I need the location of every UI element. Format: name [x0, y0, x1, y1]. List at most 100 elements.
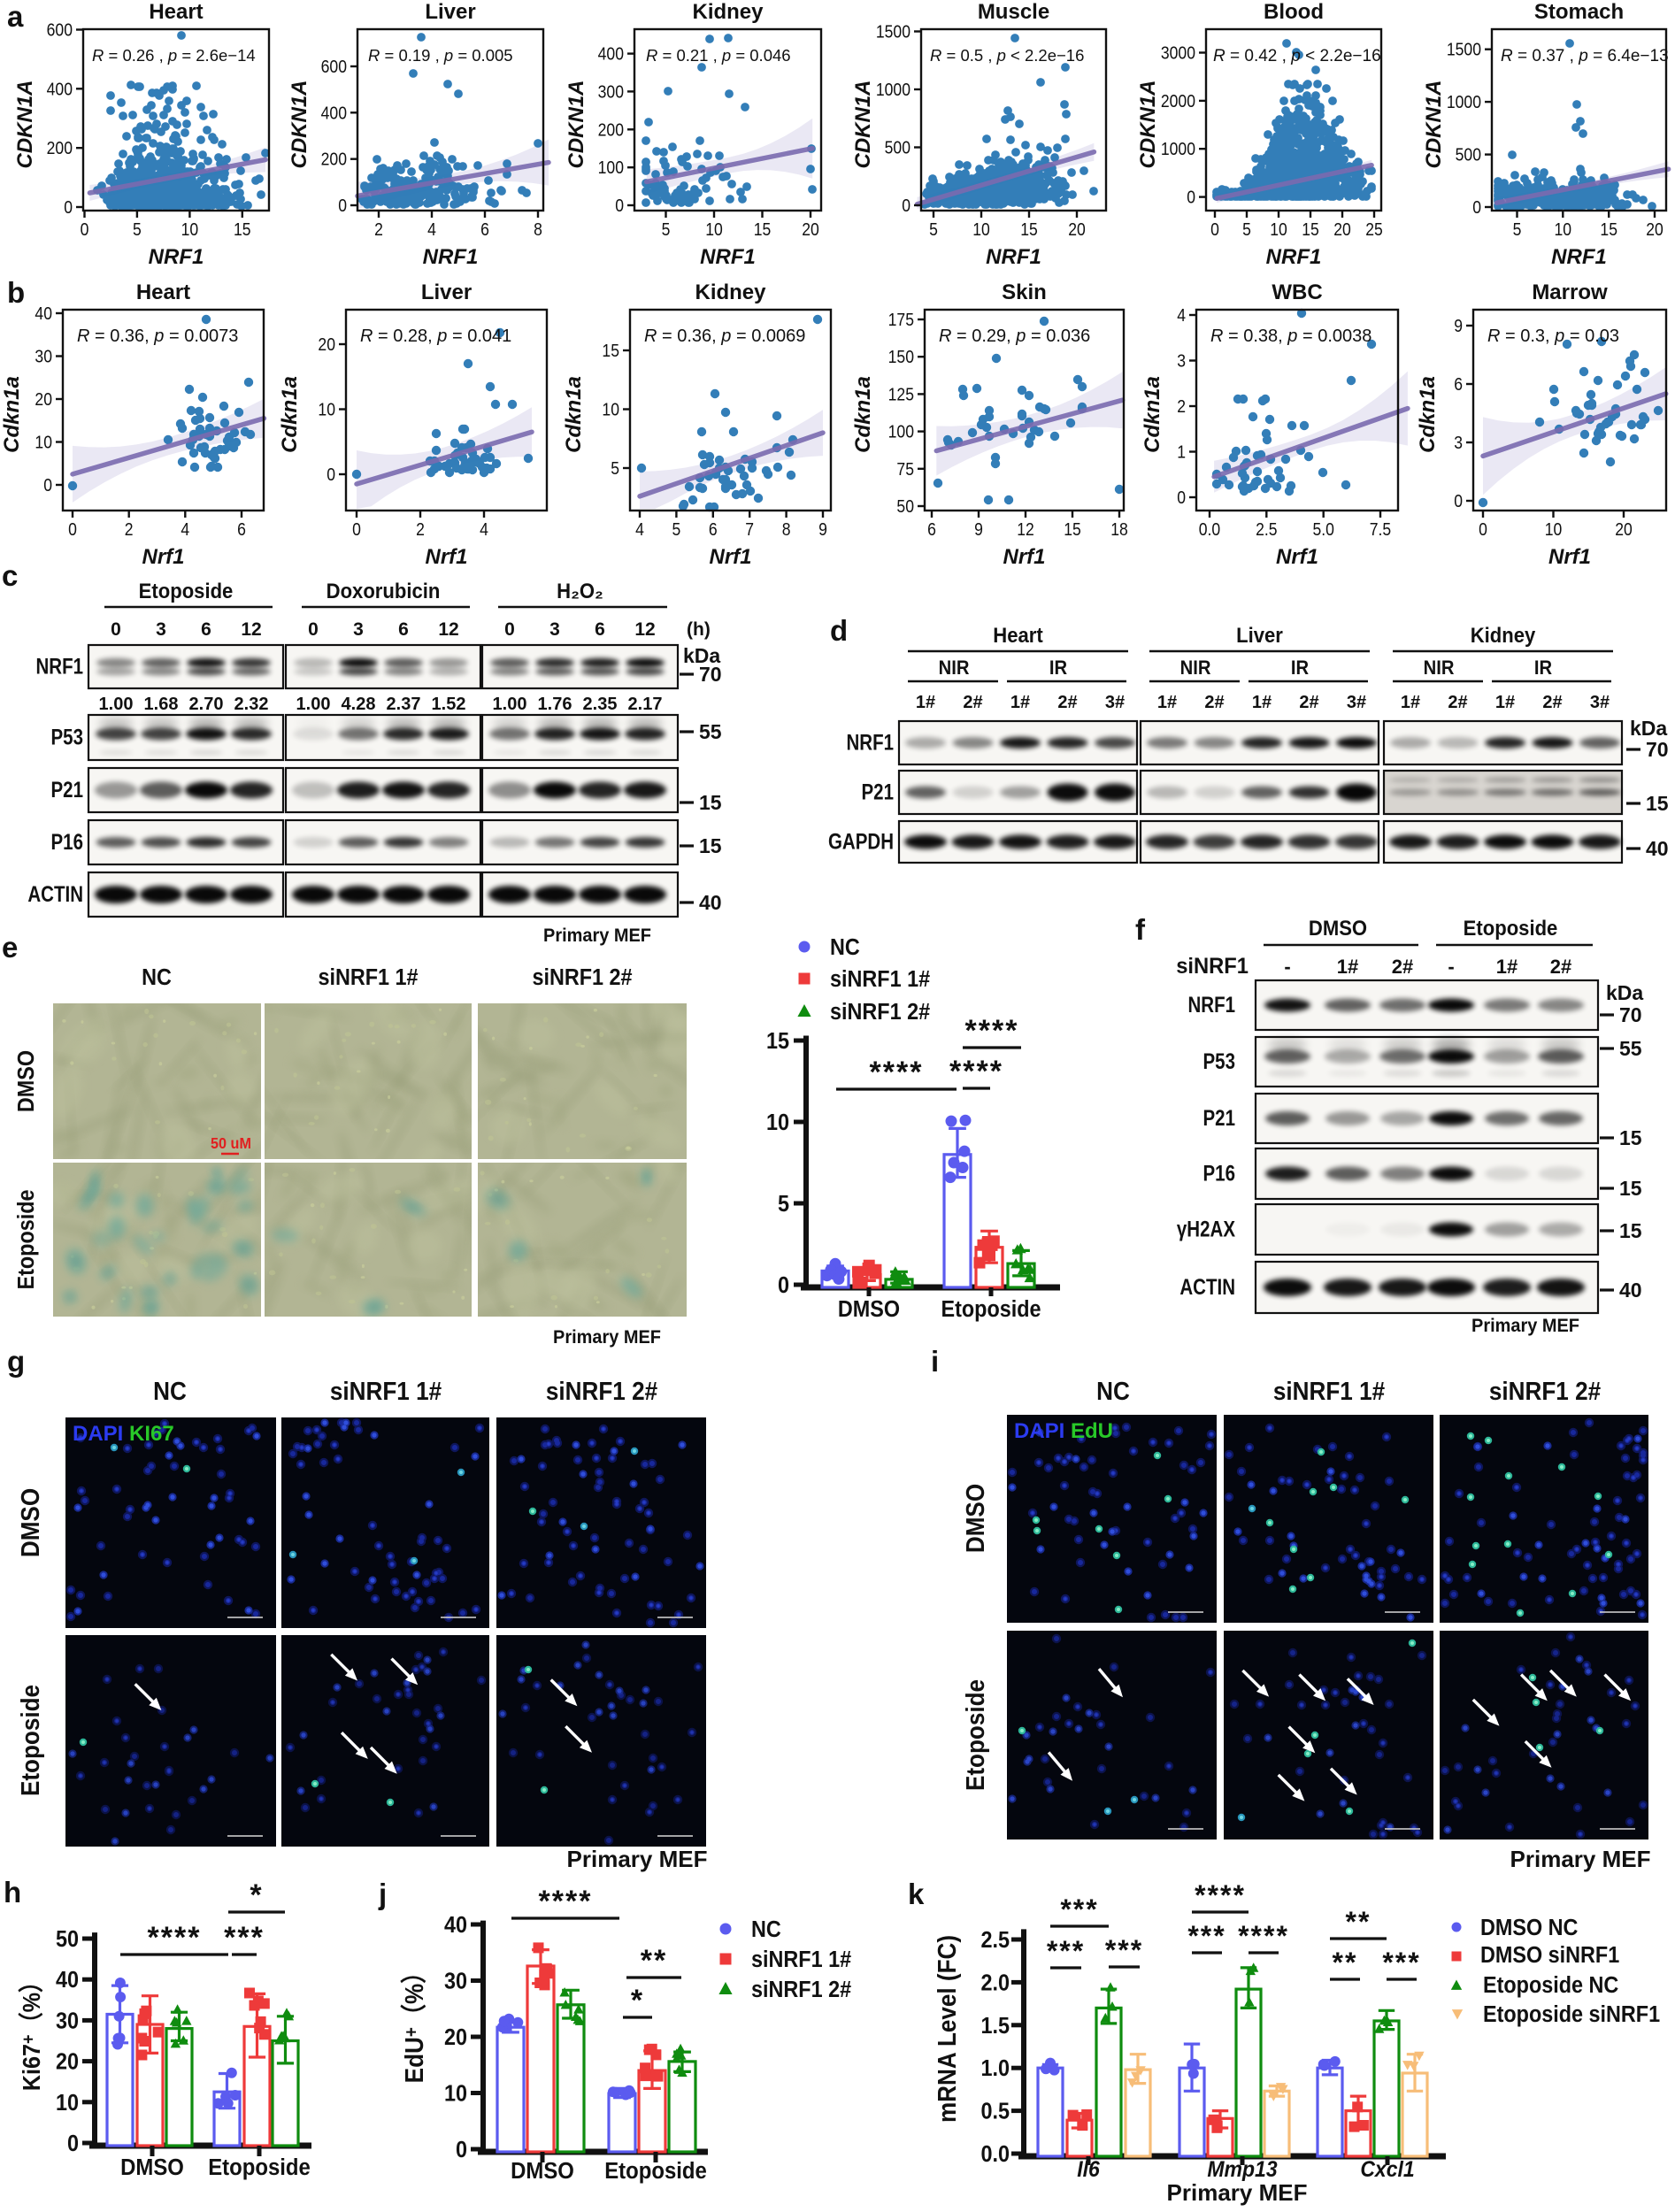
svg-text:e: e [2, 931, 18, 964]
svg-text:P21: P21 [51, 777, 84, 802]
svg-text:R = 0.26 , p = 2.6e−14: R = 0.26 , p = 2.6e−14 [92, 46, 256, 65]
svg-text:kDa: kDa [683, 644, 720, 667]
svg-text:20: 20 [35, 389, 52, 409]
svg-text:Cdkn1a: Cdkn1a [1416, 376, 1440, 453]
svg-text:1#: 1# [1157, 693, 1177, 712]
svg-text:0: 0 [338, 196, 347, 215]
svg-text:DMSO: DMSO [838, 1297, 900, 1322]
svg-text:125: 125 [888, 384, 914, 403]
svg-text:Etoposide: Etoposide [1464, 916, 1558, 940]
svg-text:1.5: 1.5 [980, 2014, 1010, 2039]
svg-text:600: 600 [321, 57, 347, 76]
svg-text:****: **** [1195, 1879, 1246, 1911]
svg-text:Primary MEF: Primary MEF [1167, 2179, 1308, 2206]
svg-text:Mmp13: Mmp13 [1207, 2157, 1278, 2182]
svg-text:2#: 2# [1542, 693, 1562, 712]
svg-text:0: 0 [111, 619, 121, 640]
svg-text:4.28: 4.28 [342, 695, 376, 714]
svg-text:DMSO: DMSO [961, 1484, 990, 1553]
svg-text:4: 4 [1177, 305, 1186, 325]
svg-text:siNRF1 1#: siNRF1 1# [751, 1947, 851, 1972]
svg-text:7.5: 7.5 [1370, 519, 1391, 539]
svg-text:R = 0.19 , p = 0.005: R = 0.19 , p = 0.005 [368, 46, 513, 65]
svg-text:Etoposide: Etoposide [208, 2154, 311, 2180]
svg-text:P16: P16 [51, 829, 83, 854]
svg-text:P21: P21 [862, 780, 895, 804]
svg-text:R = 0.36, p = 0.0069: R = 0.36, p = 0.0069 [644, 326, 805, 346]
svg-text:f: f [1135, 913, 1146, 946]
svg-text:WBC: WBC [1272, 280, 1322, 304]
svg-text:12: 12 [241, 619, 261, 640]
svg-text:70: 70 [699, 663, 722, 686]
svg-text:k: k [908, 1878, 925, 1910]
svg-text:Liver: Liver [1236, 623, 1283, 647]
svg-text:(h): (h) [687, 619, 711, 640]
svg-text:P53: P53 [51, 725, 83, 749]
svg-text:5: 5 [662, 219, 671, 239]
svg-text:Stomach: Stomach [1534, 0, 1624, 24]
svg-text:CDKN1A: CDKN1A [288, 80, 311, 168]
svg-text:5: 5 [611, 458, 619, 478]
svg-text:400: 400 [598, 44, 624, 64]
svg-text:CDKN1A: CDKN1A [851, 80, 875, 168]
svg-text:200: 200 [47, 138, 73, 157]
svg-text:1000: 1000 [1447, 92, 1481, 111]
svg-text:6: 6 [480, 219, 489, 239]
svg-text:10: 10 [766, 1110, 789, 1135]
svg-text:40: 40 [56, 1968, 79, 1993]
svg-text:0: 0 [1187, 188, 1195, 207]
svg-text:5: 5 [929, 219, 938, 239]
svg-text:3: 3 [156, 619, 166, 640]
svg-text:R = 0.3, p = 0.03: R = 0.3, p = 0.03 [1487, 326, 1619, 346]
svg-text:1.00: 1.00 [296, 695, 331, 714]
svg-text:0: 0 [902, 196, 910, 215]
svg-text:0.0: 0.0 [980, 2142, 1010, 2167]
svg-text:kDa: kDa [1630, 717, 1667, 740]
svg-text:NRF1: NRF1 [1187, 992, 1235, 1017]
svg-text:Marrow: Marrow [1532, 280, 1608, 304]
svg-text:****: **** [965, 1014, 1019, 1048]
svg-text:NRF1: NRF1 [846, 730, 894, 755]
svg-text:**: ** [641, 1944, 667, 1978]
svg-text:IR: IR [1291, 657, 1309, 679]
svg-text:Muscle: Muscle [978, 0, 1049, 24]
svg-text:6: 6 [927, 519, 936, 539]
svg-text:CDKN1A: CDKN1A [1136, 80, 1160, 168]
svg-text:Etoposide: Etoposide [16, 1685, 45, 1796]
svg-text:0: 0 [64, 197, 73, 217]
svg-text:12: 12 [438, 619, 458, 640]
svg-text:2.17: 2.17 [628, 695, 663, 714]
svg-text:γH2AX: γH2AX [1177, 1217, 1236, 1241]
svg-text:1#: 1# [1337, 956, 1358, 978]
svg-text:***: *** [1187, 1920, 1226, 1952]
svg-text:6: 6 [237, 519, 246, 539]
svg-text:3#: 3# [1347, 693, 1366, 712]
svg-text:15: 15 [1646, 792, 1669, 815]
svg-text:Primary MEF: Primary MEF [1471, 1316, 1579, 1337]
svg-text:3: 3 [549, 619, 560, 640]
svg-text:Cxcl1: Cxcl1 [1360, 2157, 1414, 2182]
svg-text:Nrf1: Nrf1 [425, 545, 467, 569]
svg-text:Etoposide: Etoposide [604, 2158, 707, 2184]
svg-text:siNRF1 2#: siNRF1 2# [546, 1377, 657, 1406]
svg-text:d: d [830, 614, 848, 647]
svg-text:9: 9 [974, 519, 983, 539]
svg-text:6: 6 [1454, 374, 1463, 394]
svg-text:siNRF1 2#: siNRF1 2# [532, 965, 632, 990]
svg-text:1.52: 1.52 [432, 695, 466, 714]
svg-text:3#: 3# [1105, 693, 1125, 712]
svg-text:0: 0 [504, 619, 515, 640]
svg-text:15: 15 [754, 219, 772, 239]
svg-text:500: 500 [1456, 145, 1481, 165]
svg-text:***: *** [1382, 1947, 1420, 1978]
svg-text:1#: 1# [1496, 956, 1517, 978]
svg-text:***: *** [1047, 1935, 1085, 1967]
svg-text:NIR: NIR [1180, 657, 1211, 679]
svg-text:***: *** [1060, 1893, 1098, 1925]
svg-text:R = 0.29, p = 0.036: R = 0.29, p = 0.036 [939, 326, 1090, 346]
svg-text:P53: P53 [1203, 1048, 1235, 1073]
svg-text:15: 15 [766, 1029, 789, 1054]
svg-text:CDKN1A: CDKN1A [1422, 80, 1446, 168]
svg-text:8: 8 [782, 519, 791, 539]
svg-text:0: 0 [615, 196, 624, 215]
